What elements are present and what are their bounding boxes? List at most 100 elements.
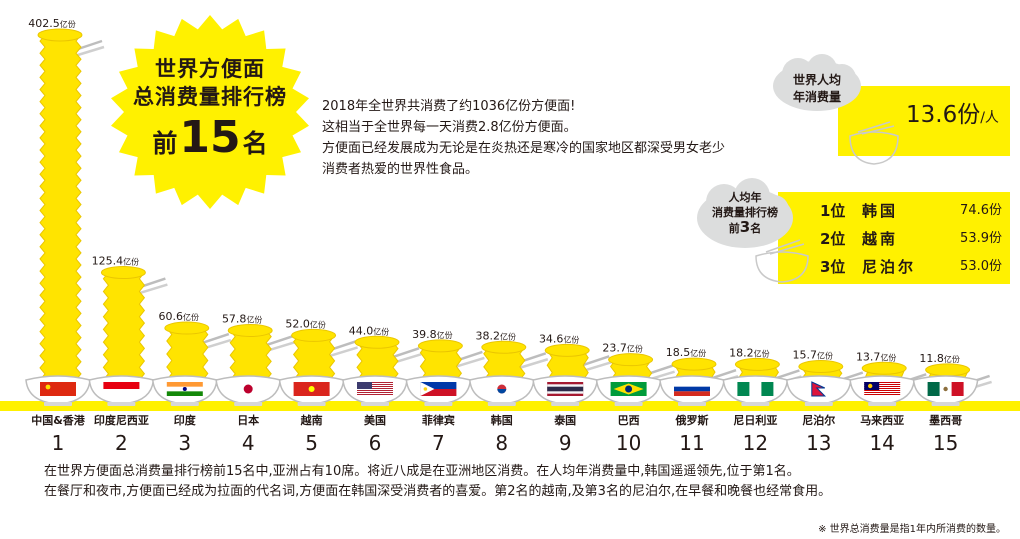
intro-line-3: 方便面已经发展成为无论是在炎热还是寒冷的国家地区都深受男女老少 bbox=[322, 141, 726, 156]
data-label: 15.7亿份 bbox=[793, 349, 834, 362]
flag-philippines-icon bbox=[420, 382, 457, 396]
data-label: 402.5亿份 bbox=[28, 17, 76, 30]
category-label: 巴西 bbox=[617, 414, 640, 427]
flag-india-icon bbox=[166, 382, 203, 396]
footnote: ※ 世界总消费量是指1年内所消费的数量。 bbox=[818, 524, 1006, 535]
rank-label: 4 bbox=[241, 431, 255, 455]
bar-cap bbox=[481, 340, 527, 354]
summary-line-1: 在世界方便面总消费量排行榜前15名中,亚洲占有10席。将近八成是在亚洲地区消费。… bbox=[44, 464, 800, 479]
bar bbox=[292, 334, 336, 381]
top3-value: 74.6份 bbox=[960, 203, 1002, 218]
bar-cap bbox=[227, 323, 273, 337]
flag-russia-icon bbox=[674, 382, 710, 396]
intro-line-4: 消费者热爱的世界性食品。 bbox=[322, 162, 479, 177]
top3-row-3: 3位 尼泊尔 53.0份 bbox=[820, 254, 1006, 280]
data-label: 23.7亿份 bbox=[602, 342, 643, 355]
rank-label: 15 bbox=[932, 431, 959, 455]
bar-cap bbox=[925, 363, 971, 377]
category-label: 马来西亚 bbox=[860, 414, 905, 427]
bar-cap bbox=[608, 353, 654, 367]
rank-label: 14 bbox=[869, 431, 895, 455]
bar bbox=[229, 330, 272, 381]
category-label: 中国&香港 bbox=[31, 414, 85, 427]
top3-label-number: 3 bbox=[739, 218, 751, 236]
data-label: 18.2亿份 bbox=[729, 346, 770, 359]
category-label: 尼泊尔 bbox=[802, 414, 836, 427]
rank-label: 2 bbox=[115, 431, 128, 455]
category-label: 印度 bbox=[173, 414, 196, 427]
bar-cap bbox=[164, 321, 210, 335]
rank-label: 6 bbox=[368, 431, 382, 455]
flag-malaysia-icon bbox=[864, 382, 901, 396]
bar bbox=[38, 34, 83, 381]
category-label: 尼日利亚 bbox=[733, 414, 778, 427]
per-capita-panel bbox=[838, 86, 1010, 156]
category-label: 越南 bbox=[300, 414, 323, 427]
top3-label: 人均年 消费量排行榜 前3名 bbox=[694, 190, 796, 236]
bar-cap bbox=[798, 360, 844, 374]
category-label: 韩国 bbox=[490, 414, 513, 427]
intro-line-1: 2018年全世界共消费了约1036亿份方便面! bbox=[322, 99, 576, 114]
rank-label: 5 bbox=[305, 431, 318, 455]
bowl-outline-icon bbox=[755, 239, 809, 283]
bar-cap bbox=[544, 343, 590, 357]
rank-label: 7 bbox=[432, 431, 445, 455]
data-label: 57.8亿份 bbox=[222, 312, 263, 325]
top3-value: 53.9份 bbox=[960, 231, 1002, 246]
per-capita-label-line-1: 世界人均 bbox=[792, 73, 841, 87]
flag-korea-icon bbox=[483, 382, 520, 396]
top3-label-line-3: 前3名 bbox=[694, 220, 796, 236]
bar-cap bbox=[861, 361, 907, 375]
intro-text: 2018年全世界共消费了约1036亿份方便面! 这相当于全世界每一天消费2.8亿… bbox=[322, 96, 792, 180]
bar-cap bbox=[417, 339, 463, 353]
category-label: 菲律宾 bbox=[421, 414, 455, 427]
flag-nepal-icon bbox=[800, 381, 837, 397]
rank-label: 10 bbox=[615, 431, 642, 455]
per-capita-label: 世界人均 年消费量 bbox=[770, 72, 864, 106]
top3-rank: 1位 bbox=[820, 202, 846, 220]
flag-china-icon bbox=[40, 382, 76, 396]
data-label: 52.0亿份 bbox=[285, 317, 326, 330]
cloud-badge-icon bbox=[773, 54, 861, 111]
top3-label-suffix: 名 bbox=[750, 222, 762, 235]
per-capita-label-line-2: 年消费量 bbox=[792, 90, 841, 104]
per-capita-number: 13.6份 bbox=[906, 102, 981, 128]
data-label: 125.4亿份 bbox=[92, 255, 139, 268]
flag-usa-icon bbox=[357, 382, 393, 396]
top3-panel bbox=[778, 192, 1010, 284]
top3-row-2: 2位 越南 53.9份 bbox=[820, 226, 1006, 252]
bar-cap bbox=[291, 328, 337, 342]
bowl-outline-icon bbox=[849, 121, 899, 165]
data-label: 60.6亿份 bbox=[159, 310, 200, 323]
category-label: 泰国 bbox=[554, 414, 577, 427]
top3-label-prefix: 前 bbox=[728, 222, 740, 235]
top3-row-1: 1位 韩国 74.6份 bbox=[820, 198, 1006, 224]
title-rank-suffix: 名 bbox=[242, 128, 268, 158]
rank-label: 8 bbox=[495, 431, 509, 455]
title-rank: 前15名 bbox=[152, 111, 268, 170]
rank-label: 3 bbox=[178, 431, 192, 455]
bar-cap bbox=[354, 335, 400, 349]
data-label: 18.5亿份 bbox=[666, 346, 707, 359]
title-rank-number: 15 bbox=[179, 111, 241, 163]
top3-country: 尼泊尔 bbox=[862, 258, 917, 276]
data-label: 13.7亿份 bbox=[856, 350, 897, 363]
bar-cap bbox=[100, 266, 146, 280]
data-label: 38.2亿份 bbox=[476, 329, 517, 342]
title-line-1: 世界方便面 bbox=[155, 56, 265, 81]
bar bbox=[102, 272, 146, 381]
chart-title: 世界方便面 总消费量排行榜 前15名 bbox=[104, 12, 316, 212]
rank-label: 11 bbox=[679, 431, 705, 455]
per-capita-value: 13.6份/人 bbox=[906, 100, 999, 133]
rank-label: 12 bbox=[742, 431, 769, 455]
cloud-badge-icon bbox=[697, 178, 793, 248]
category-label: 墨西哥 bbox=[929, 414, 963, 427]
rank-label: 9 bbox=[558, 431, 572, 455]
category-label: 印度尼西亚 bbox=[93, 414, 149, 427]
top3-label-line-2: 消费量排行榜 bbox=[712, 206, 778, 219]
bar-cap bbox=[671, 357, 717, 371]
bar-cap bbox=[37, 28, 83, 42]
flag-vietnam-icon bbox=[293, 382, 330, 396]
title-line-2: 总消费量排行榜 bbox=[133, 84, 287, 109]
flag-mexico-icon bbox=[927, 382, 964, 396]
